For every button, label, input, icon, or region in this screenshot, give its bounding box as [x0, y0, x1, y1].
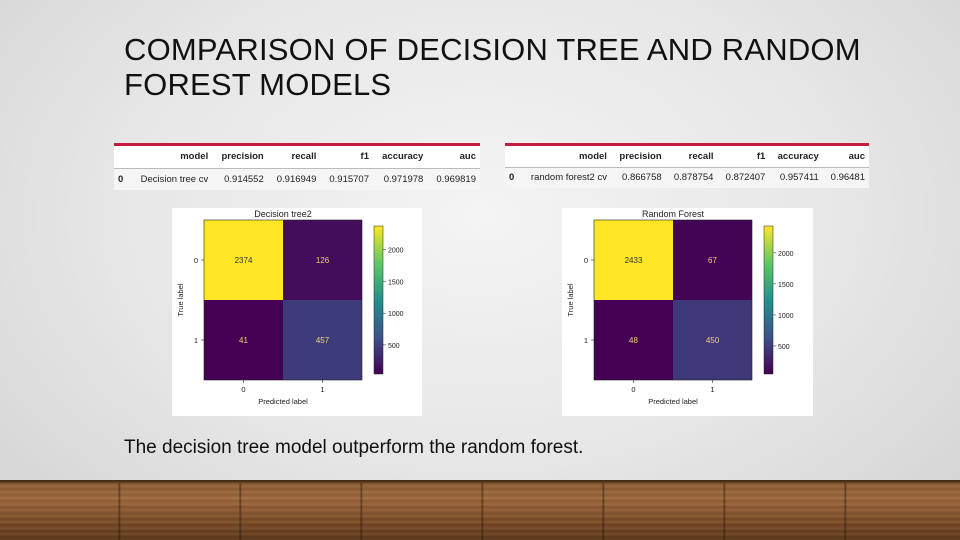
table-row: 0 random forest2 cv 0.866758 0.878754 0.… — [505, 167, 869, 188]
table-header-model: model — [519, 146, 611, 168]
table-header-index — [505, 146, 520, 168]
table-header-auc: auc — [822, 146, 869, 168]
colorbar — [763, 225, 774, 375]
y-axis-label: True label — [566, 283, 575, 316]
table-header-f1: f1 — [717, 146, 770, 168]
colorbar-tick-label: 1000 — [388, 311, 404, 318]
matrix-cell-value: 48 — [629, 336, 638, 345]
x-axis-label: Predicted label — [648, 397, 698, 406]
slide-title-line-1: COMPARISON OF DECISION TREE AND RANDOM — [124, 32, 861, 67]
matrix-cell-value: 2433 — [625, 256, 643, 265]
slide-title-line-2: FOREST MODELS — [124, 67, 392, 102]
matrix-cell-value: 450 — [706, 336, 720, 345]
matrix-cell — [594, 220, 673, 300]
table-header-recall: recall — [665, 146, 718, 168]
x-tick-label: 1 — [320, 385, 324, 394]
table-cell-accuracy: 0.971978 — [372, 168, 428, 190]
table-header-precision: precision — [212, 146, 268, 169]
y-tick-label: 0 — [194, 256, 198, 265]
confusion-matrix-decision-tree: Decision tree2 2374 126 41 457 0 1 0 1 Predicted … — [172, 208, 422, 416]
table-header-index — [114, 146, 129, 169]
table-cell-precision: 0.914552 — [212, 168, 268, 190]
colorbar-tick-label: 500 — [778, 344, 790, 351]
table-cell-recall: 0.916949 — [267, 168, 321, 190]
metrics-table-random-forest: model precision recall f1 accuracy auc 0… — [505, 143, 869, 188]
metrics-table-decision-tree: model precision recall f1 accuracy auc 0… — [114, 143, 480, 190]
matrix-cell — [283, 220, 362, 300]
matrix-cell — [673, 300, 752, 380]
table-header-model: model — [128, 146, 213, 169]
x-tick-label: 1 — [710, 385, 714, 394]
confusion-matrix-svg: Random Forest 2433 67 48 450 0 1 0 1 Predicted la… — [566, 209, 794, 406]
matrix-cell-value: 126 — [316, 256, 330, 265]
y-tick-label: 1 — [584, 336, 588, 345]
matrix-cell — [204, 300, 283, 380]
table-cell-model: Decision tree cv — [128, 168, 213, 190]
confusion-matrix-random-forest: Random Forest 2433 67 48 450 0 1 0 1 Predicted la… — [562, 208, 813, 416]
chart-title: Decision tree2 — [254, 209, 312, 219]
table-cell-precision: 0.866758 — [610, 167, 666, 188]
matrix-frame — [203, 219, 363, 381]
matrix-cell — [204, 220, 283, 300]
slide-caption: The decision tree model outperform the r… — [124, 437, 584, 458]
colorbar-tick-label: 2000 — [388, 248, 404, 255]
table-header-row: model precision recall f1 accuracy auc — [505, 146, 869, 168]
slide-title: COMPARISON OF DECISION TREE AND RANDOM F… — [124, 32, 884, 102]
x-tick-label: 0 — [241, 385, 245, 394]
table-row: 0 Decision tree cv 0.914552 0.916949 0.9… — [114, 168, 480, 190]
matrix-cell-value: 41 — [239, 336, 248, 345]
table-cell-auc: 0.96481 — [822, 167, 869, 188]
matrix-cell — [283, 300, 362, 380]
colorbar-tick-label: 1500 — [778, 282, 794, 289]
colorbar-tick-label: 2000 — [778, 251, 794, 258]
table-cell-index: 0 — [505, 167, 520, 188]
matrix-cell-value: 67 — [708, 256, 717, 265]
x-axis-label: Predicted label — [258, 397, 308, 406]
table-header-accuracy: accuracy — [372, 146, 428, 169]
table-cell-accuracy: 0.957411 — [769, 167, 823, 188]
colorbar-tick-label: 500 — [388, 343, 400, 350]
confusion-matrix-svg: Decision tree2 2374 126 41 457 0 1 0 1 Predicted … — [176, 209, 404, 406]
chart-title: Random Forest — [642, 209, 705, 219]
table-cell-f1: 0.915707 — [320, 168, 373, 190]
matrix-cell — [673, 220, 752, 300]
table-cell-index: 0 — [114, 168, 129, 190]
table-header-row: model precision recall f1 accuracy auc — [114, 146, 480, 169]
table-header-f1: f1 — [320, 146, 373, 169]
y-tick-label: 1 — [194, 336, 198, 345]
matrix-cell-value: 457 — [316, 336, 330, 345]
table-header-accuracy: accuracy — [769, 146, 823, 168]
table-header-auc: auc — [427, 146, 480, 169]
matrix-cell — [594, 300, 673, 380]
table-header-precision: precision — [610, 146, 666, 168]
table-cell-f1: 0.872407 — [717, 167, 770, 188]
y-tick-label: 0 — [584, 256, 588, 265]
colorbar — [373, 225, 384, 375]
matrix-cell-value: 2374 — [235, 256, 253, 265]
colorbar-tick-label: 1500 — [388, 279, 404, 286]
table-cell-model: random forest2 cv — [519, 167, 611, 188]
table-cell-recall: 0.878754 — [665, 167, 718, 188]
colorbar-tick-label: 1000 — [778, 313, 794, 320]
table-header-recall: recall — [267, 146, 321, 169]
floor-seam-decoration — [0, 480, 960, 483]
x-tick-label: 0 — [631, 385, 635, 394]
wood-floor-decoration — [0, 480, 960, 540]
matrix-frame — [593, 219, 753, 381]
table-cell-auc: 0.969819 — [427, 168, 480, 190]
y-axis-label: True label — [176, 283, 185, 316]
